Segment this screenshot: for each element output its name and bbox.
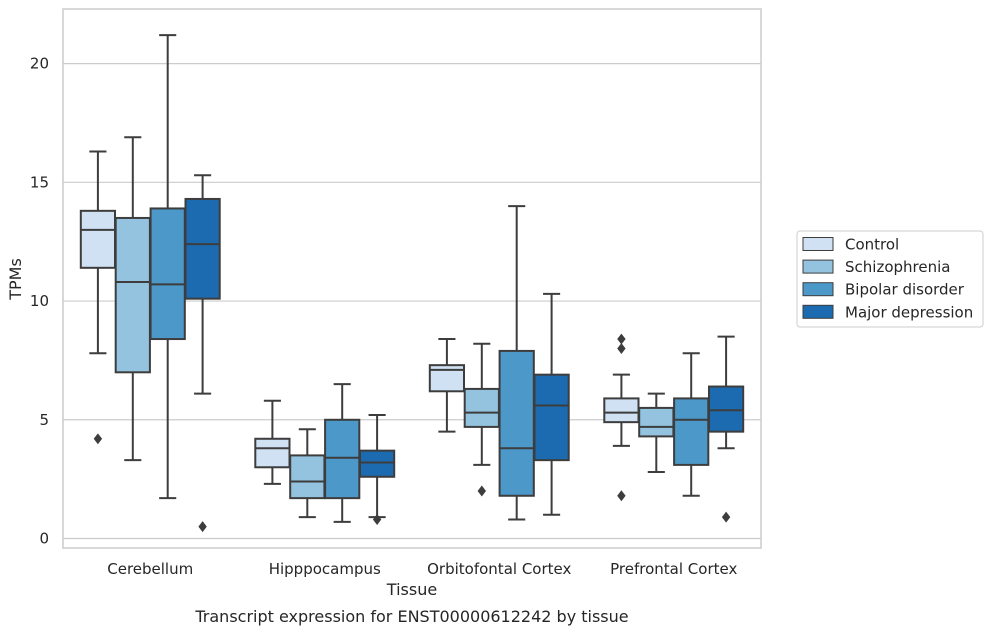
box-bipolar-disorder: [673, 352, 710, 497]
box-body: [114, 216, 151, 374]
box-bipolar-disorder: [324, 383, 361, 523]
box-body: [358, 449, 396, 478]
plot-marks: [79, 34, 745, 533]
box-schizophrenia: [114, 136, 151, 462]
plot-frame: [62, 8, 762, 549]
legend-swatch: [802, 282, 834, 297]
box-schizophrenia: [289, 428, 326, 519]
box-body: [533, 373, 570, 462]
x-tick-label: Orbitofontal Cortex: [427, 560, 571, 578]
box-body: [707, 385, 745, 433]
box-schizophrenia: [463, 342, 500, 497]
outlier-point: [198, 521, 207, 533]
box-control: [603, 333, 640, 502]
x-tick-label: Hipppocampus: [269, 560, 381, 578]
box-bipolar-disorder: [149, 34, 186, 500]
box-body: [324, 418, 361, 500]
outlier-point: [93, 433, 103, 445]
box-body: [463, 387, 500, 428]
box-body: [184, 197, 221, 300]
box-body: [498, 349, 535, 497]
outlier-point: [617, 333, 626, 345]
legend-label: Control: [845, 236, 899, 254]
box-body: [603, 397, 640, 424]
y-tick-label: 15: [30, 173, 49, 191]
box-body: [289, 454, 326, 500]
outlier-point: [477, 485, 486, 497]
box-major-depression: [184, 174, 221, 533]
legend-label: Schizophrenia: [845, 258, 950, 276]
y-axis-label: TPMs: [6, 258, 25, 301]
box-body: [673, 397, 710, 466]
outlier-point: [372, 514, 382, 525]
legend-frame: [796, 230, 984, 328]
box-body: [638, 406, 675, 438]
box-control: [428, 338, 466, 433]
chart-caption: Transcript expression for ENST0000061224…: [194, 607, 628, 626]
y-tick-label: 5: [39, 411, 49, 429]
box-control: [254, 399, 291, 485]
box-body: [149, 207, 186, 341]
box-major-depression: [358, 414, 396, 525]
y-tick-label: 10: [30, 292, 49, 310]
x-tick-label: Prefrontal Cortex: [610, 560, 737, 578]
y-tick-labels: 0 5 10 15 20: [30, 55, 49, 548]
y-tick-label: 20: [30, 55, 49, 73]
box-body: [79, 209, 117, 269]
outlier-point: [721, 511, 731, 523]
box-schizophrenia: [638, 392, 675, 474]
box-bipolar-disorder: [498, 205, 535, 521]
x-tick-label: Cerebellum: [107, 560, 193, 578]
y-tick-label: 0: [39, 530, 49, 548]
legend: Control Schizophrenia Bipolar disorder Majo…: [796, 230, 984, 328]
box-control: [79, 150, 117, 445]
outlier-point: [617, 343, 626, 355]
legend-label: Major depression: [845, 303, 973, 321]
legend-swatch: [802, 304, 834, 319]
x-axis-label: Tissue: [386, 580, 437, 599]
box-major-depression: [707, 335, 745, 523]
outlier-point: [617, 490, 626, 502]
legend-swatch: [802, 259, 834, 274]
x-tick-labels: Cerebellum Hipppocampus Orbitofontal Corte…: [107, 560, 737, 578]
box-body: [254, 437, 291, 469]
legend-label: Bipolar disorder: [845, 281, 965, 299]
box-major-depression: [533, 292, 570, 516]
legend-swatch: [802, 237, 834, 251]
